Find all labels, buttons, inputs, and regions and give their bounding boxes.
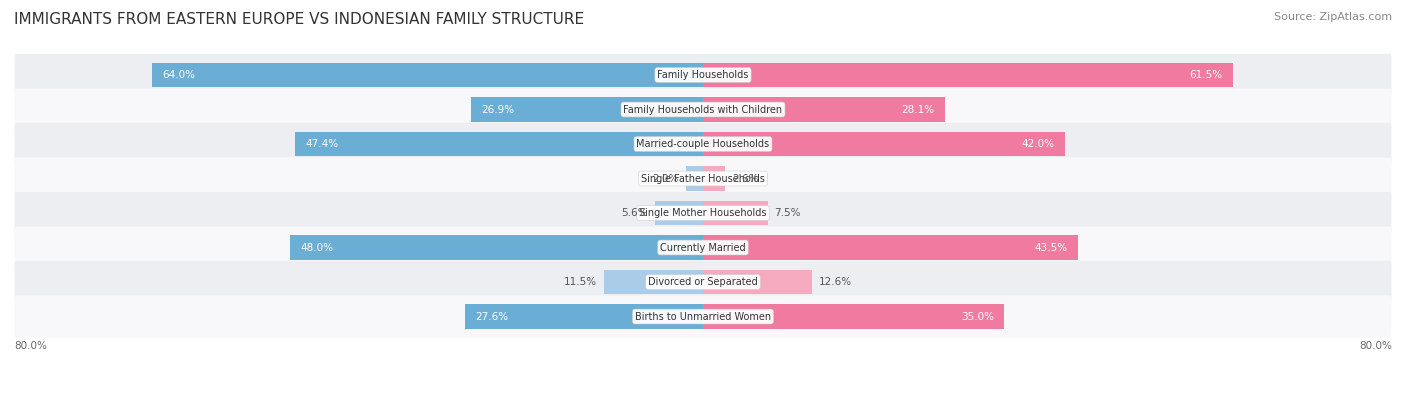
Text: 80.0%: 80.0%	[14, 341, 46, 351]
Text: 47.4%: 47.4%	[305, 139, 339, 149]
Bar	[703, 166, 725, 191]
Bar	[295, 132, 703, 156]
FancyBboxPatch shape	[14, 295, 1392, 338]
Bar	[703, 304, 1004, 329]
FancyBboxPatch shape	[14, 192, 1392, 234]
Text: 27.6%: 27.6%	[475, 312, 509, 322]
Bar	[290, 235, 703, 260]
Text: Single Mother Households: Single Mother Households	[640, 208, 766, 218]
FancyBboxPatch shape	[14, 226, 1392, 269]
Text: 42.0%: 42.0%	[1021, 139, 1054, 149]
Text: Married-couple Households: Married-couple Households	[637, 139, 769, 149]
FancyBboxPatch shape	[14, 261, 1392, 303]
Bar	[703, 270, 811, 294]
FancyBboxPatch shape	[14, 54, 1392, 96]
FancyBboxPatch shape	[14, 123, 1392, 165]
Text: Single Father Households: Single Father Households	[641, 173, 765, 184]
Text: 48.0%: 48.0%	[299, 243, 333, 252]
Bar	[703, 235, 1077, 260]
Text: 61.5%: 61.5%	[1189, 70, 1222, 80]
Text: 7.5%: 7.5%	[775, 208, 801, 218]
Text: 11.5%: 11.5%	[564, 277, 598, 287]
Text: 28.1%: 28.1%	[901, 105, 935, 115]
Text: Family Households with Children: Family Households with Children	[623, 105, 783, 115]
Bar	[703, 132, 1064, 156]
Text: Source: ZipAtlas.com: Source: ZipAtlas.com	[1274, 12, 1392, 22]
Text: IMMIGRANTS FROM EASTERN EUROPE VS INDONESIAN FAMILY STRUCTURE: IMMIGRANTS FROM EASTERN EUROPE VS INDONE…	[14, 12, 583, 27]
Text: 35.0%: 35.0%	[962, 312, 994, 322]
Text: 26.9%: 26.9%	[482, 105, 515, 115]
Bar	[703, 201, 768, 226]
Text: 12.6%: 12.6%	[818, 277, 852, 287]
Bar	[703, 97, 945, 122]
Text: 43.5%: 43.5%	[1035, 243, 1067, 252]
Text: 5.6%: 5.6%	[621, 208, 648, 218]
Text: 64.0%: 64.0%	[162, 70, 195, 80]
FancyBboxPatch shape	[14, 158, 1392, 199]
Text: Divorced or Separated: Divorced or Separated	[648, 277, 758, 287]
Text: Currently Married: Currently Married	[661, 243, 745, 252]
Text: 2.0%: 2.0%	[652, 173, 679, 184]
Text: 80.0%: 80.0%	[1360, 341, 1392, 351]
Bar	[605, 270, 703, 294]
Legend: Immigrants from Eastern Europe, Indonesian: Immigrants from Eastern Europe, Indonesi…	[540, 394, 866, 395]
FancyBboxPatch shape	[14, 88, 1392, 131]
Bar	[465, 304, 703, 329]
Text: 2.6%: 2.6%	[733, 173, 759, 184]
Text: Family Households: Family Households	[658, 70, 748, 80]
Bar	[703, 62, 1233, 87]
Bar	[471, 97, 703, 122]
Bar	[152, 62, 703, 87]
Text: Births to Unmarried Women: Births to Unmarried Women	[636, 312, 770, 322]
Bar	[655, 201, 703, 226]
Bar	[686, 166, 703, 191]
